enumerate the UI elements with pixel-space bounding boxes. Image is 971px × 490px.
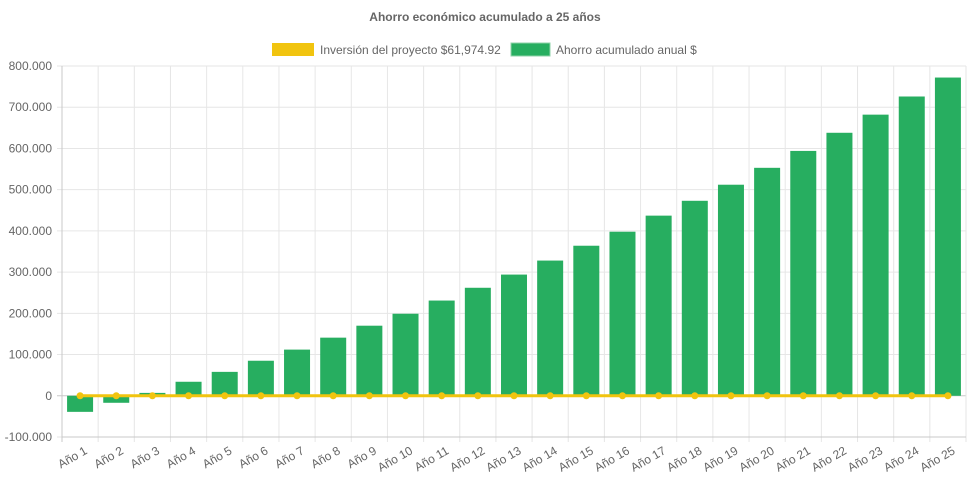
line-point <box>655 392 663 400</box>
line-point <box>691 392 699 400</box>
line-point <box>148 392 156 400</box>
line-point <box>365 392 373 400</box>
bar <box>790 150 817 396</box>
x-tick-label: Año 12 <box>447 443 487 474</box>
y-tick-label: 500.000 <box>9 183 53 197</box>
bar <box>356 325 383 396</box>
x-tick-label: Año 8 <box>309 443 343 471</box>
x-tick-label: Año 1 <box>55 443 89 471</box>
x-tick-label: Año 22 <box>809 443 849 474</box>
line-point <box>221 392 229 400</box>
y-tick-label: 400.000 <box>9 224 53 238</box>
line-point <box>618 392 626 400</box>
bar <box>754 167 781 396</box>
x-tick-label: Año 10 <box>375 443 415 474</box>
line-point <box>329 392 337 400</box>
bar <box>175 381 202 396</box>
line-point <box>185 392 193 400</box>
line-point <box>763 392 771 400</box>
legend-item-investment[interactable]: Inversión del proyecto $61,974.92 <box>272 43 501 57</box>
x-tick-label: Año 25 <box>917 443 957 474</box>
line-point <box>546 392 554 400</box>
x-tick-label: Año 14 <box>520 443 560 474</box>
x-tick-label: Año 16 <box>592 443 632 474</box>
bar <box>645 215 672 396</box>
bar <box>862 114 889 396</box>
legend-swatch-savings <box>510 42 551 57</box>
x-tick-label: Año 7 <box>272 443 306 471</box>
bar-series <box>67 77 961 412</box>
bar <box>247 360 274 396</box>
x-tick-label: Año 11 <box>412 443 451 474</box>
line-point <box>76 392 84 400</box>
y-tick-label: 100.000 <box>9 348 53 362</box>
x-tick-label: Año 13 <box>484 443 524 474</box>
bar <box>717 184 744 396</box>
y-tick-label: -100.000 <box>5 430 53 444</box>
line-point <box>799 392 807 400</box>
x-tick-label: Año 15 <box>556 443 596 474</box>
bar <box>609 231 636 396</box>
line-point <box>510 392 518 400</box>
line-point <box>438 392 446 400</box>
x-tick-label: Año 21 <box>773 443 813 474</box>
legend-item-savings[interactable]: Ahorro acumulado anual $ <box>510 42 697 57</box>
line-point <box>835 392 843 400</box>
line-point <box>474 392 482 400</box>
y-tick-label: 0 <box>45 389 52 403</box>
x-tick-label: Año 17 <box>628 443 668 474</box>
line-series <box>76 392 952 400</box>
bar <box>826 132 853 396</box>
legend: Inversión del proyecto $61,974.92 Ahorro… <box>272 42 697 57</box>
line-point <box>402 392 410 400</box>
y-axis: -100.000 0 100.000 200.000 300.000 400.000 500… <box>5 59 53 444</box>
legend-label-investment: Inversión del proyecto $61,974.92 <box>320 43 501 57</box>
bar <box>67 395 94 412</box>
bar <box>284 349 311 396</box>
x-tick-label: Año 19 <box>701 443 741 474</box>
legend-label-savings: Ahorro acumulado anual $ <box>556 43 697 57</box>
chart-title: Ahorro económico acumulado a 25 años <box>369 10 601 24</box>
line-point <box>872 392 880 400</box>
y-tick-label: 600.000 <box>9 141 53 155</box>
bar <box>501 274 527 396</box>
bar <box>428 300 455 396</box>
bar <box>392 313 419 396</box>
x-tick-label: Año 24 <box>881 443 921 474</box>
legend-swatch-investment <box>272 43 314 56</box>
y-tick-label: 300.000 <box>9 265 53 279</box>
x-tick-label: Año 18 <box>664 443 704 474</box>
line-point <box>944 392 952 400</box>
y-tick-label: 800.000 <box>9 59 53 73</box>
bar <box>211 371 238 396</box>
x-tick-label: Año 3 <box>128 443 162 471</box>
bar <box>537 260 564 396</box>
x-tick-label: Año 6 <box>236 443 270 471</box>
x-tick-label: Año 23 <box>845 443 885 474</box>
x-tick-label: Año 2 <box>92 443 126 471</box>
x-axis: Año 1 Año 2 Año 3 Año 4 Año 5 Año 6 Año 7 Año 8… <box>55 443 957 474</box>
bar <box>898 96 925 396</box>
bar <box>103 395 130 403</box>
line-point <box>582 392 590 400</box>
line-point <box>908 392 916 400</box>
bar <box>320 337 347 396</box>
x-tick-label: Año 9 <box>345 443 379 471</box>
x-tick-label: Año 5 <box>200 443 234 471</box>
bar <box>573 245 600 396</box>
y-tick-label: 200.000 <box>9 306 53 320</box>
line-point <box>257 392 265 400</box>
bar <box>464 287 491 396</box>
grid <box>57 65 967 442</box>
line-point <box>293 392 301 400</box>
y-tick-label: 700.000 <box>9 100 53 114</box>
bar <box>681 200 708 396</box>
line-point <box>112 392 120 400</box>
bar <box>934 77 961 396</box>
x-tick-label: Año 4 <box>164 443 198 471</box>
x-tick-label: Año 20 <box>737 443 777 474</box>
line-point <box>727 392 735 400</box>
